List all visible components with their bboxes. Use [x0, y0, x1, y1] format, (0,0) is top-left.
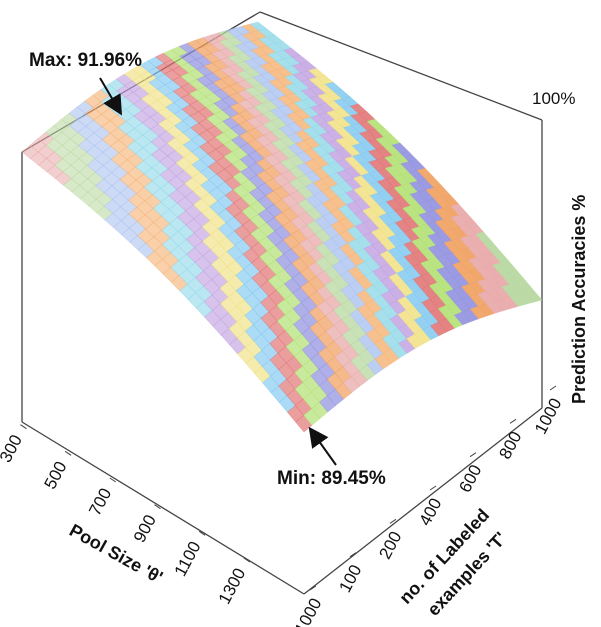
y-tick-mark	[509, 418, 517, 424]
y-tick-label: 200	[375, 528, 405, 562]
y-tick-label: 800	[495, 428, 525, 462]
y-tick-mark	[309, 585, 317, 591]
x-tick-label: 300	[0, 432, 26, 466]
x-tick-mark	[64, 450, 72, 456]
x-tick-label: 1100	[171, 538, 205, 579]
y-tick-label: 600	[455, 462, 485, 496]
max-arrow	[99, 77, 123, 116]
y-tick-label: 400	[415, 495, 445, 529]
y-tick-mark	[429, 485, 437, 491]
max-annotation: Max: 91.96%	[29, 50, 142, 71]
x-tick-mark	[243, 557, 251, 563]
z-axis-top-tick: 100%	[532, 89, 575, 108]
min-annotation: Min: 89.45%	[277, 468, 386, 489]
box-edge-front-1	[303, 407, 543, 595]
y-tick-mark	[469, 452, 477, 458]
box-edge-back-1	[259, 11, 543, 121]
x-tick-mark	[109, 477, 117, 483]
x-tick-label: 1300	[215, 565, 250, 607]
x-tick-label: 900	[130, 512, 160, 546]
y-tick-label: 1000	[531, 395, 566, 437]
x-tick-mark	[198, 530, 206, 536]
x-axis-ticks: 300 500 700 900 1100 1300	[0, 424, 251, 607]
x-tick-mark	[20, 424, 27, 430]
y-tick-mark	[349, 552, 357, 558]
x-tick-label: 500	[41, 458, 71, 492]
min-arrow	[308, 426, 337, 466]
box-edge-front-0	[21, 421, 305, 595]
x-tick-label: 700	[85, 485, 115, 519]
surface-cell	[525, 289, 543, 303]
y-tick-mark	[389, 518, 397, 524]
y-tick-label: 100	[335, 562, 365, 596]
y-tick-mark	[549, 385, 557, 391]
z-axis-label: Prediction Accuracies %	[569, 195, 589, 404]
surface-mesh	[21, 21, 543, 433]
box-front-edges	[21, 407, 543, 595]
x-tick-mark	[154, 504, 161, 510]
y-tick-label: 1000	[291, 595, 326, 627]
